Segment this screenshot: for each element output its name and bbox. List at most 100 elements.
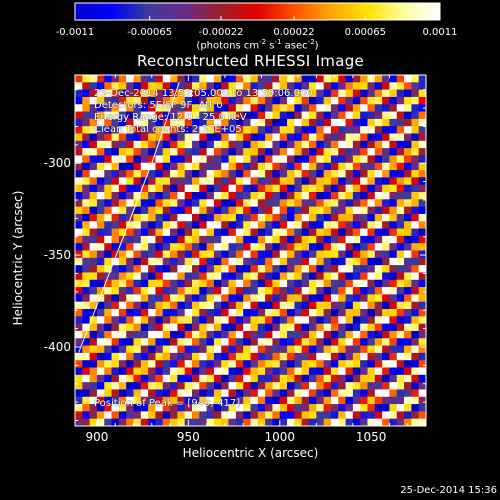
heatmap-cell xyxy=(133,294,142,303)
heatmap-cell xyxy=(206,228,215,237)
heatmap-cell xyxy=(155,162,164,171)
heatmap-cell xyxy=(96,162,105,171)
heatmap-cell xyxy=(367,82,376,91)
heatmap-cell xyxy=(345,235,354,244)
heatmap-cell xyxy=(309,279,317,288)
heatmap-cell xyxy=(272,367,281,376)
heatmap-cell xyxy=(272,104,281,112)
heatmap-cell xyxy=(404,360,412,368)
heatmap-cell xyxy=(250,206,259,215)
heatmap-cell xyxy=(104,323,112,332)
heatmap-cell xyxy=(89,170,98,178)
heatmap-cell xyxy=(367,323,376,332)
heatmap-cell xyxy=(133,243,142,251)
heatmap-cell xyxy=(192,294,200,303)
heatmap-cell xyxy=(316,294,325,303)
heatmap-cell xyxy=(184,82,193,91)
heatmap-cell xyxy=(301,330,310,339)
heatmap-cell xyxy=(235,206,244,215)
heatmap-cell xyxy=(257,374,266,383)
heatmap-cell xyxy=(389,213,398,222)
heatmap-cell xyxy=(228,140,237,149)
heatmap-cell xyxy=(89,330,98,339)
heatmap-cell xyxy=(228,352,237,361)
heatmap-cell xyxy=(330,133,339,142)
heatmap-cell xyxy=(382,111,390,120)
heatmap-cell xyxy=(206,257,215,266)
heatmap-cell xyxy=(323,316,332,325)
heatmap-cell xyxy=(396,338,405,346)
heatmap-cell xyxy=(250,301,259,310)
heatmap-cell xyxy=(257,345,266,354)
heatmap-cell xyxy=(199,75,208,83)
heatmap-cell xyxy=(192,404,200,412)
heatmap-cell xyxy=(213,89,222,98)
heatmap-cell xyxy=(206,250,215,259)
heatmap-cell xyxy=(250,89,259,98)
heatmap-cell xyxy=(170,89,178,98)
heatmap-cell xyxy=(294,374,303,383)
heatmap-cell xyxy=(206,192,215,200)
heatmap-cell xyxy=(265,374,273,383)
heatmap-cell xyxy=(155,206,164,215)
heatmap-cell xyxy=(250,338,259,346)
heatmap-cell xyxy=(133,184,142,193)
heatmap-cell xyxy=(360,396,368,405)
heatmap-cell xyxy=(243,301,251,310)
heatmap-cell xyxy=(206,213,215,222)
heatmap-cell xyxy=(221,221,229,229)
heatmap-cell xyxy=(82,235,91,244)
heatmap-cell xyxy=(272,257,281,266)
heatmap-cell xyxy=(382,177,390,186)
heatmap-cell xyxy=(75,243,83,251)
heatmap-cell xyxy=(126,287,134,295)
heatmap-cell xyxy=(374,374,383,383)
heatmap-cell xyxy=(338,140,346,149)
heatmap-cell xyxy=(367,104,376,112)
heatmap-cell xyxy=(96,396,105,405)
heatmap-cell xyxy=(404,265,412,273)
heatmap-cell xyxy=(411,374,420,383)
heatmap-cell xyxy=(126,265,134,273)
heatmap-cell xyxy=(111,228,120,237)
heatmap-cell xyxy=(133,155,142,164)
heatmap-cell xyxy=(75,287,83,295)
heatmap-cell xyxy=(389,170,398,178)
heatmap-cell xyxy=(155,170,164,178)
heatmap-cell xyxy=(177,148,186,156)
heatmap-cell xyxy=(118,330,127,339)
heatmap-cell xyxy=(213,206,222,215)
heatmap-cell xyxy=(126,360,134,368)
heatmap-cell xyxy=(367,235,376,244)
heatmap-cell xyxy=(411,294,420,303)
heatmap-cell xyxy=(411,330,420,339)
heatmap-cell xyxy=(345,272,354,281)
heatmap-cell xyxy=(330,155,339,164)
heatmap-cell xyxy=(250,235,259,244)
heatmap-cell xyxy=(338,404,346,412)
heatmap-cell xyxy=(221,374,229,383)
heatmap-cell xyxy=(75,396,83,405)
heatmap-cell xyxy=(323,89,332,98)
heatmap-cell xyxy=(301,316,310,325)
heatmap-cell xyxy=(162,301,171,310)
heatmap-cell xyxy=(279,411,288,420)
heatmap-cell xyxy=(330,330,339,339)
heatmap-cell xyxy=(162,404,171,412)
heatmap-cell xyxy=(82,279,91,288)
heatmap-cell xyxy=(323,360,332,368)
heatmap-cell xyxy=(96,118,105,127)
heatmap-cell xyxy=(118,82,127,91)
heatmap-cell xyxy=(228,367,237,376)
heatmap-cell xyxy=(338,243,346,251)
heatmap-cell xyxy=(418,352,427,361)
heatmap-cell xyxy=(75,411,83,420)
heatmap-cell xyxy=(287,235,295,244)
heatmap-cell xyxy=(206,111,215,120)
heatmap-cell xyxy=(272,111,281,120)
heatmap-cell xyxy=(382,272,390,281)
heatmap-cell xyxy=(316,221,325,229)
heatmap-cell xyxy=(309,96,317,105)
heatmap-cell xyxy=(89,257,98,266)
heatmap-cell xyxy=(184,184,193,193)
